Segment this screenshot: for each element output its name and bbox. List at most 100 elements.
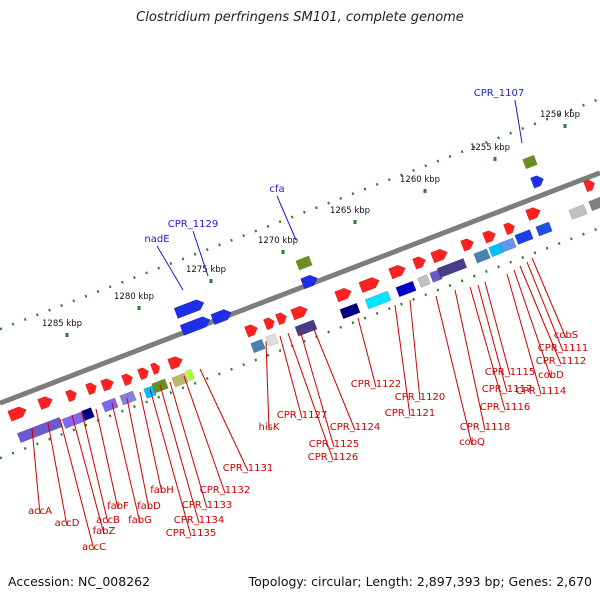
gene-label: CPR_1122	[351, 379, 401, 390]
gene-block	[250, 338, 266, 354]
leader-line	[299, 329, 335, 448]
gene-label: nadE	[144, 234, 169, 245]
leader-line	[287, 332, 334, 461]
forward-gene-arrow	[121, 373, 133, 387]
gene-label: CPR_1124	[330, 422, 380, 433]
leader-line	[169, 381, 208, 509]
gene-label: accD	[55, 518, 80, 529]
gene-label: fabF	[107, 501, 129, 512]
gene-label: fabH	[150, 485, 174, 496]
reverse-gene-arrow	[210, 309, 232, 326]
leader-line	[394, 304, 411, 417]
reverse-gene-arrow	[173, 299, 205, 319]
leader-line	[454, 289, 486, 431]
forward-strand-genes	[7, 179, 595, 422]
leader-line	[357, 317, 377, 388]
leader-line	[59, 418, 95, 551]
gene-label: accC	[82, 542, 106, 553]
gene-label: CPR_1133	[182, 500, 232, 511]
gene-label: cfa	[269, 184, 284, 195]
leader-line	[183, 375, 226, 494]
leader-line	[47, 422, 68, 527]
gene-block	[101, 397, 119, 413]
leader-line	[95, 408, 119, 510]
leader-line	[276, 195, 297, 241]
forward-gene-arrow	[244, 324, 258, 338]
scale-tick-label: 1255 kbp	[470, 143, 510, 153]
leader-line	[149, 388, 192, 537]
leader-line	[526, 261, 564, 352]
gene-block	[417, 274, 431, 288]
map-title: Clostridium perfringens SM101, complete …	[136, 10, 464, 25]
leader-line	[506, 273, 542, 395]
gene-block	[499, 237, 517, 253]
gene-block	[265, 333, 279, 347]
scale-tick-label: 1285 kbp	[42, 319, 82, 329]
forward-gene-arrow	[334, 287, 352, 303]
forward-gene-arrow	[167, 356, 183, 370]
forward-gene-arrow	[358, 277, 380, 294]
gene-label: CPR_1114	[516, 386, 566, 397]
forward-gene-arrow	[460, 238, 474, 252]
forward-gene-arrow	[412, 256, 426, 270]
scale-tick-label: 1265 kbp	[330, 206, 370, 216]
gene-label: CPR_1112	[536, 356, 586, 367]
scale-tick-label: 1280 kbp	[114, 292, 154, 302]
gene-block	[185, 368, 195, 382]
forward-gene-arrow	[482, 230, 496, 244]
gene-block	[568, 204, 588, 220]
accession-text: Accession: NC_008262	[8, 574, 151, 589]
forward-gene-arrow	[263, 317, 275, 331]
gene-label: CPR_1107	[474, 88, 524, 99]
leader-line	[139, 391, 163, 494]
genome-backbone	[0, 170, 600, 406]
gene-label: CPR_1125	[309, 439, 359, 450]
gene-label: CPR_1132	[200, 485, 250, 496]
forward-gene-arrow	[37, 396, 53, 410]
outer-tick-ring	[0, 97, 600, 331]
gene-block	[16, 416, 64, 444]
gene-block	[522, 154, 538, 170]
gene-label: accB	[96, 515, 120, 526]
gene-block	[395, 280, 417, 298]
scale-ticks: 1250 kbp 1255 kbp 1260 kbp 1265 kbp 1270 kbp…	[42, 110, 580, 337]
gene-label: CPR_1135	[166, 528, 216, 539]
leader-line	[81, 412, 109, 524]
gene-label: fabZ	[93, 526, 116, 537]
forward-gene-arrow	[503, 222, 515, 236]
gene-label: CPR_1134	[174, 515, 224, 526]
gene-label: cobD	[538, 370, 564, 381]
gene-block	[295, 255, 313, 271]
reverse-strand-genes	[173, 175, 544, 336]
reverse-gene-arrow	[300, 274, 318, 290]
gene-label: CPR_1115	[485, 367, 535, 378]
leader-line	[111, 402, 141, 524]
forward-gene-arrow	[100, 378, 114, 392]
forward-gene-arrow	[275, 312, 287, 326]
track-lines	[0, 97, 600, 460]
gene-block	[436, 257, 468, 279]
leader-line	[469, 286, 506, 411]
label-leader-lines	[31, 99, 567, 551]
gene-block	[588, 196, 600, 212]
leader-line	[159, 384, 200, 524]
gene-block	[81, 407, 95, 421]
forward-gene-arrow	[430, 248, 448, 264]
leader-line	[484, 281, 511, 376]
forward-gene-arrow	[137, 367, 149, 381]
gene-block	[514, 229, 534, 245]
gene-label: CPR_1121	[385, 408, 435, 419]
gene-label: hisK	[259, 422, 280, 433]
reverse-gene-arrow	[179, 316, 211, 336]
forward-gene-arrow	[7, 406, 27, 422]
forward-gene-arrow	[85, 382, 97, 396]
leader-line	[409, 299, 421, 401]
gene-label: CPR_1117	[482, 384, 532, 395]
forward-gene-arrow	[65, 389, 77, 403]
gene-block	[119, 390, 137, 406]
gene-label: CPR_1127	[277, 410, 327, 421]
leader-line	[531, 257, 567, 339]
leader-line	[435, 295, 473, 446]
